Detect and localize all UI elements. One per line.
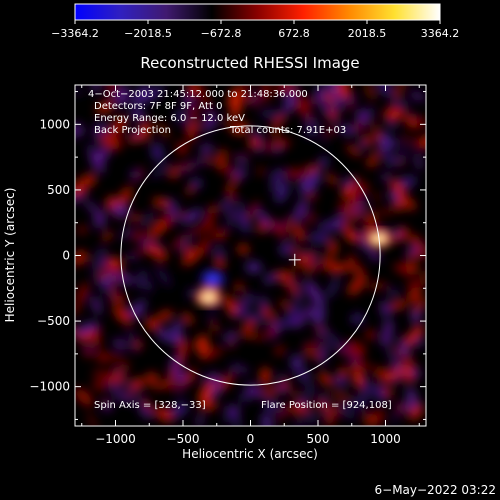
spin-axis-label: Spin Axis = [328,−33] — [94, 400, 206, 411]
x-tick-label: 500 — [307, 432, 330, 446]
colorbar-tick-label: −3364.2 — [51, 27, 99, 40]
y-tick-label: −1000 — [29, 380, 70, 394]
source-mark — [206, 274, 219, 285]
x-axis-label: Heliocentric X (arcsec) — [182, 447, 318, 461]
x-tick-label: −1000 — [95, 432, 136, 446]
y-tick-label: −500 — [37, 314, 70, 328]
solar-limb-circle — [120, 125, 381, 386]
colorbar-strip — [74, 3, 441, 21]
info-line-detectors: Detectors: 7F 8F 9F, Att 0 — [94, 101, 222, 112]
chart-title: Reconstructed RHESSI Image — [140, 54, 359, 72]
y-tick-label: 1000 — [39, 117, 70, 131]
colorbar-tick-label: −672.8 — [201, 27, 242, 40]
colorbar: −3364.2 −2018.5 −672.8 672.8 2018.5 3364.2 — [51, 3, 460, 40]
colorbar-tick-label: −2018.5 — [124, 27, 172, 40]
y-axis: −1000 −500 0 500 1000 — [29, 91, 426, 420]
y-tick-label: 500 — [47, 183, 70, 197]
spin-axis-marker — [288, 253, 301, 266]
footer-date: 6−May−2022 03:22 — [375, 483, 497, 497]
colorbar-tick-label: 2018.5 — [348, 27, 387, 40]
x-tick-label: 0 — [247, 432, 255, 446]
info-line-time: 4−Oct−2003 21:45:12.000 to 21:48:36.000 — [88, 89, 308, 100]
y-axis-label: Heliocentric Y (arcsec) — [3, 188, 17, 323]
x-tick-label: 1000 — [370, 432, 401, 446]
info-total-counts: Total counts: 7.91E+03 — [229, 125, 346, 136]
image-area — [75, 85, 426, 426]
colorbar-tick-label: 3364.2 — [421, 27, 460, 40]
flare-position-label: Flare Position = [924,108] — [261, 400, 392, 411]
y-tick-label: 0 — [62, 249, 70, 263]
info-method: Back Projection — [94, 125, 171, 136]
source-mark — [200, 292, 217, 303]
info-line-energy: Energy Range: 6.0 − 12.0 keV — [94, 113, 245, 124]
colorbar-tick-label: 672.8 — [278, 27, 310, 40]
x-tick-label: −500 — [167, 432, 200, 446]
x-axis: −1000 −500 0 500 1000 — [81, 85, 420, 446]
